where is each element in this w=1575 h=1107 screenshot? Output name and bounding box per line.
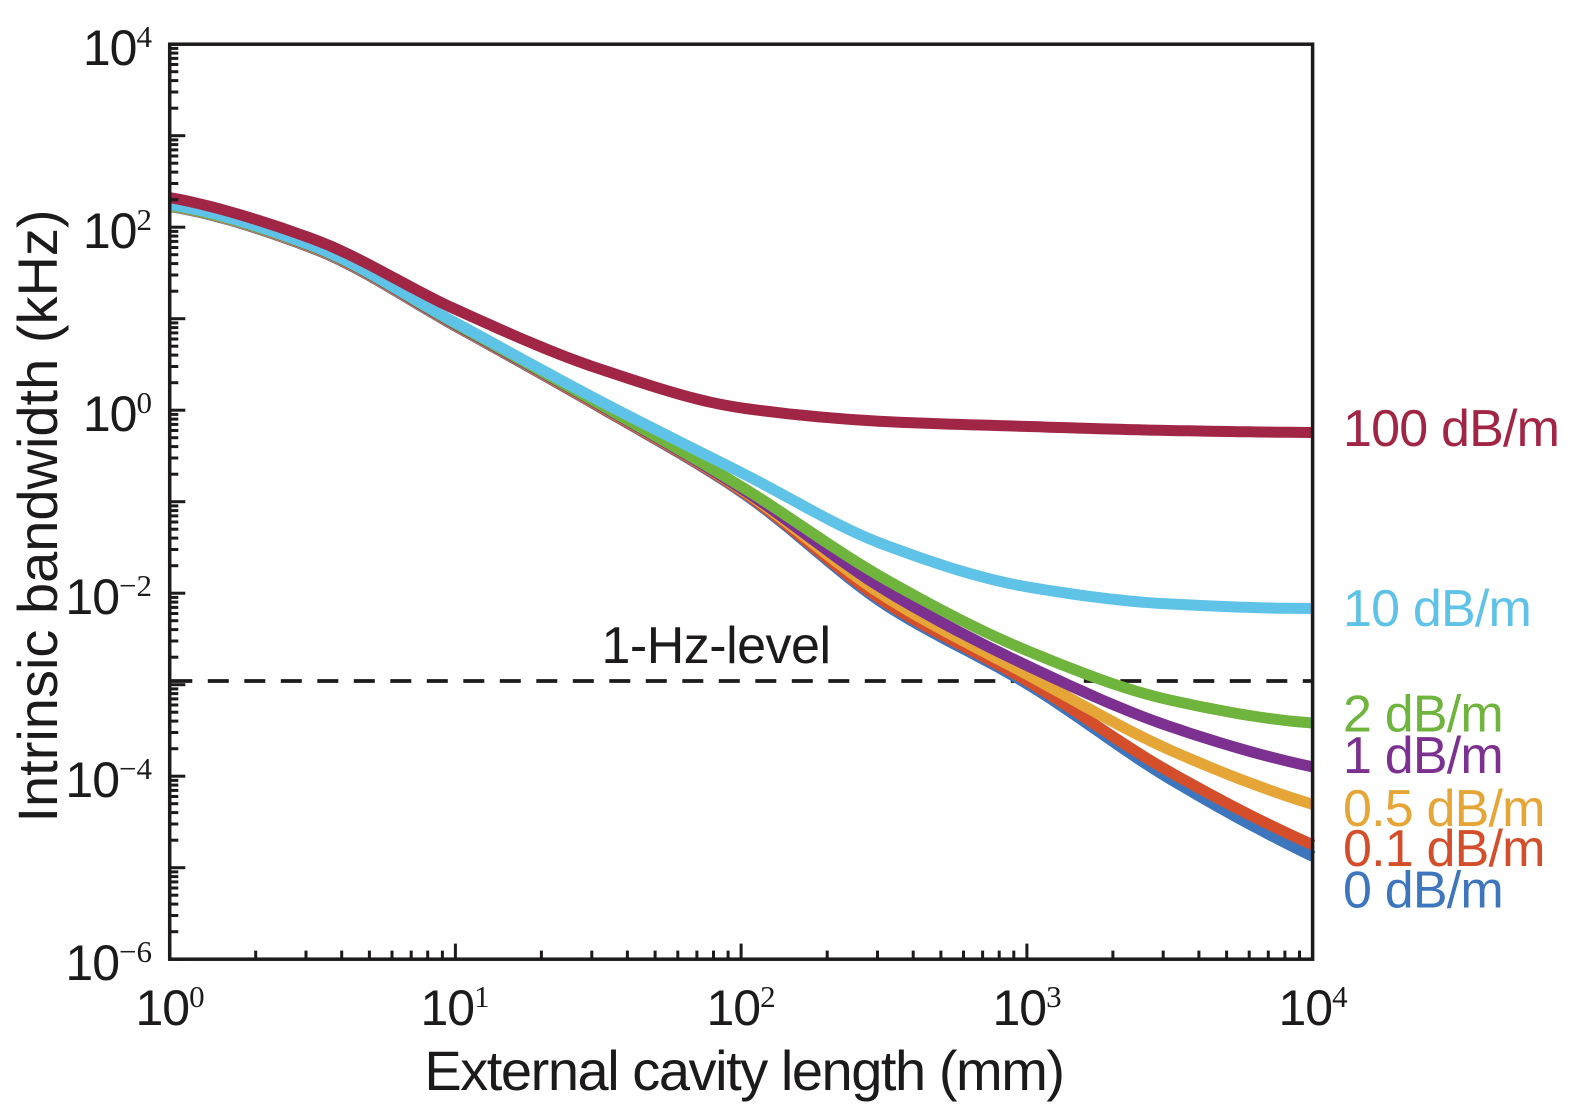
- svg-text:1-Hz-level: 1-Hz-level: [601, 617, 830, 675]
- svg-text:10 dB/m: 10 dB/m: [1343, 580, 1531, 638]
- svg-text:2 dB/m: 2 dB/m: [1343, 686, 1503, 744]
- svg-text:0.1 dB/m: 0.1 dB/m: [1343, 820, 1545, 878]
- svg-text:0.5 dB/m: 0.5 dB/m: [1343, 780, 1545, 838]
- svg-text:External cavity length (mm): External cavity length (mm): [424, 1039, 1063, 1102]
- svg-text:100 dB/m: 100 dB/m: [1343, 400, 1559, 458]
- svg-text:0 dB/m: 0 dB/m: [1343, 862, 1503, 920]
- svg-text:1 dB/m: 1 dB/m: [1343, 727, 1503, 785]
- svg-text:Intrinsic bandwidth (kHz): Intrinsic bandwidth (kHz): [6, 209, 69, 822]
